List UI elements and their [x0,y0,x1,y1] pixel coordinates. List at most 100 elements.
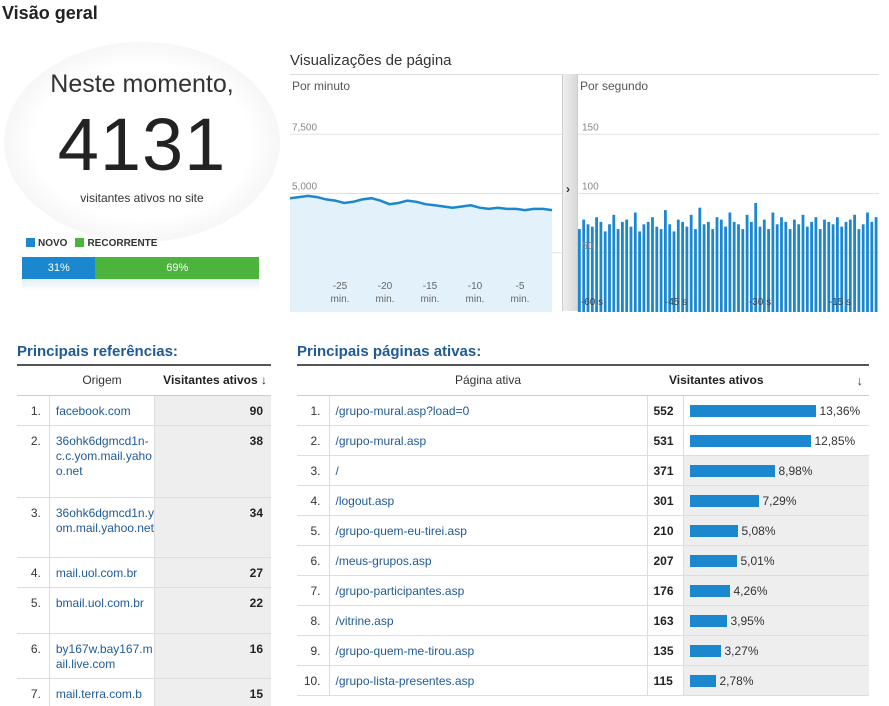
row-index: 4. [297,485,330,516]
x-tick-label: -30 s [749,297,771,308]
table-row: 2. 36ohk6dgmcd1n-c.c.yom.mail.yahoo.net 38 [17,425,271,498]
page-visitors-column-label: Visitantes ativos [669,372,764,387]
per-second-bar [771,212,775,312]
per-second-bar [840,226,844,312]
referral-visitors: 34 [154,497,271,558]
returning-swatch [75,238,85,247]
table-row: 7. /grupo-participantes.asp 176 4,26% [297,575,869,606]
x-tick-label-unit: min. [331,294,350,305]
page-path: /logout.asp [329,485,648,516]
page-path: /meus-grupos.asp [329,545,648,576]
referral-link[interactable]: mail.terra.com.b [55,686,142,701]
x-tick-label-unit: min. [376,294,395,305]
referral-origin: 36ohk6dgmcd1n-c.c.yom.mail.yahoo.net [49,425,156,498]
active-pages-title: Principais páginas ativas: [297,343,482,360]
page-share: 7,29% [683,485,869,516]
page-column-header[interactable]: Página ativa [329,365,647,396]
page-link[interactable]: /grupo-quem-me-tirou.asp [335,643,475,658]
row-index: 6. [297,545,330,576]
per-second-bar [694,229,697,312]
x-tick-label-unit: min. [466,294,485,305]
legend-new-label: NOVO [38,238,68,249]
page-visitors: 371 [647,455,684,486]
share-bar [689,674,716,687]
page-path: /grupo-mural.asp?load=0 [329,395,648,426]
share-bar [689,584,730,597]
page-link[interactable]: / [335,463,339,478]
table-row: 4. /logout.asp 301 7,29% [297,485,869,516]
per-second-bar [715,217,719,312]
page-link[interactable]: /logout.asp [335,493,395,508]
per-second-bar [788,229,792,312]
referral-link[interactable]: 36ohk6dgmcd1n-c.c.yom.mail.yahoo.net [55,433,152,478]
per-second-bar [724,226,727,312]
row-index: 10. [297,665,330,696]
page-link[interactable]: /grupo-lista-presentes.asp [335,673,475,688]
y-tick-label: 100 [582,182,599,193]
share-bar [689,524,738,537]
row-index: 5. [17,587,50,634]
share-bar [689,554,737,567]
new-share-segment: 31% [22,257,96,279]
page-link[interactable]: /grupo-mural.asp?load=0 [335,403,470,418]
share-percent: 5,01% [740,553,775,568]
returning-share-segment: 69% [95,257,259,279]
referral-link[interactable]: bmail.uol.com.br [55,595,144,610]
y-tick-label: 50 [582,241,594,252]
page-share: 5,01% [683,545,869,576]
per-second-bar [659,229,663,312]
per-second-bar [823,219,826,312]
referral-link[interactable]: 36ohk6dgmcd1n.yom.mail.yahoo.net [55,505,154,535]
active-pages-rows: 1. /grupo-mural.asp?load=0 552 13,36% 2. /gru… [297,395,869,696]
page-link[interactable]: /grupo-participantes.asp [335,583,465,598]
table-row: 2. /grupo-mural.asp 531 12,85% [297,425,869,456]
per-second-bar [745,214,749,312]
referral-link[interactable]: by167w.bay167.mail.live.com [55,641,153,671]
page-share: 5,08% [683,515,869,546]
page-link[interactable]: /grupo-quem-eu-tirei.asp [335,523,467,538]
per-second-bar [655,226,659,312]
page-link[interactable]: /vitrine.asp [335,613,394,628]
share-percent: 12,85% [814,433,856,448]
per-minute-line [289,194,553,212]
per-second-bar [685,226,689,312]
share-percent: 5,08% [741,523,776,538]
referral-link[interactable]: facebook.com [55,403,131,418]
per-second-bar [857,229,861,312]
per-second-bar [866,212,869,312]
per-second-bar [638,231,641,312]
x-tick-label: -5 [516,281,525,292]
legend-returning-label: RECORRENTE [87,238,158,249]
page-share: 3,95% [683,605,869,636]
per-second-bar [818,229,822,312]
table-row: 9. /grupo-quem-me-tirou.asp 135 3,27% [297,635,869,666]
page-link[interactable]: /meus-grupos.asp [335,553,432,568]
page-share: 3,27% [683,635,869,666]
page-visitors-column-header[interactable]: Visitantes ativos ↓ [647,365,869,396]
origin-column-header[interactable]: Origem [49,365,155,396]
chart-toggle-handle[interactable]: › [562,74,578,311]
table-row: 5. bmail.uol.com.br 22 [17,587,271,634]
per-second-bar [814,217,818,312]
per-second-bar [625,219,629,312]
page-link[interactable]: /grupo-mural.asp [335,433,427,448]
page-visitors: 163 [647,605,684,636]
per-second-bar [707,221,710,312]
page-share: 8,98% [683,455,869,486]
per-minute-label: Por minuto [292,79,351,93]
referral-link[interactable]: mail.uol.com.br [55,565,138,580]
page-path: /grupo-lista-presentes.asp [329,665,648,696]
page-title: Visão geral [2,3,98,23]
x-tick-label: -45 s [665,297,687,308]
row-index: 4. [17,557,50,588]
per-second-bar [719,219,723,312]
page-column-label: Página ativa [454,373,522,388]
per-second-bar [780,217,783,312]
pageviews-title: Visualizações de página [290,52,452,69]
ref-visitors-column-header[interactable]: Visitantes ativos ↓ [154,365,271,396]
row-index: 6. [17,633,50,679]
per-second-bar [612,214,616,312]
active-visitors-caption: visitantes ativos no site [80,191,204,205]
x-tick-label: -25 [333,281,348,292]
referral-visitors: 22 [154,587,271,634]
